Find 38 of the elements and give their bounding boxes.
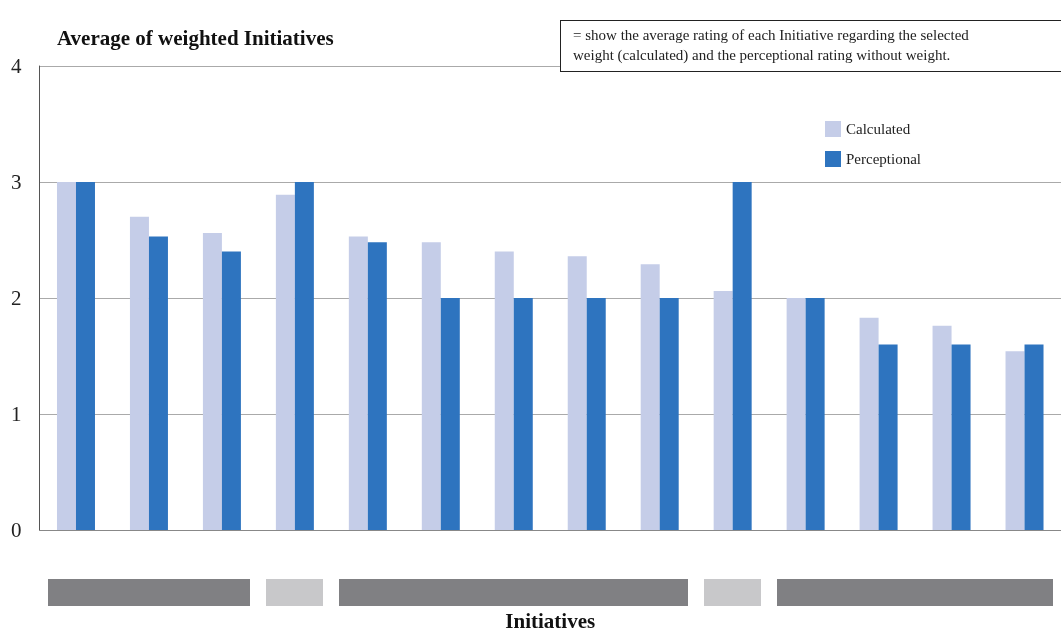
bar xyxy=(786,298,806,530)
y-tick-label: 0 xyxy=(11,518,22,542)
bar xyxy=(129,216,149,530)
bar xyxy=(932,325,952,530)
legend-label: Calculated xyxy=(846,121,911,137)
y-tick-label: 3 xyxy=(11,170,22,194)
x-axis-title: Initiatives xyxy=(505,608,596,633)
bar xyxy=(878,344,898,530)
y-tick-label: 4 xyxy=(11,54,22,78)
bar xyxy=(586,298,606,530)
bar xyxy=(440,298,460,530)
bar xyxy=(713,291,733,530)
bar xyxy=(56,182,76,530)
bar xyxy=(275,194,295,530)
bar xyxy=(859,317,879,530)
bar xyxy=(951,344,971,530)
legend-label: Perceptional xyxy=(846,151,921,167)
bar xyxy=(659,298,679,530)
bar xyxy=(494,251,514,530)
bar xyxy=(1005,351,1025,530)
bar xyxy=(75,182,95,530)
bar xyxy=(1024,344,1044,530)
chart-title: Average of weighted Initiatives xyxy=(57,25,334,50)
bar xyxy=(221,251,241,530)
note-box: = show the average rating of each Initiative regarding the selected weight (calculated) and the perceptional rating without weight. xyxy=(560,20,1061,72)
bar xyxy=(348,236,368,530)
bar xyxy=(148,236,168,530)
bar xyxy=(513,298,533,530)
bar xyxy=(294,182,314,530)
bar xyxy=(805,298,825,530)
bar xyxy=(732,182,752,530)
bar xyxy=(202,233,222,530)
bar xyxy=(367,242,387,530)
bar xyxy=(640,264,660,530)
bar xyxy=(567,256,587,530)
y-tick-label: 1 xyxy=(11,402,22,426)
bar xyxy=(421,242,441,530)
y-tick-label: 2 xyxy=(11,286,22,310)
